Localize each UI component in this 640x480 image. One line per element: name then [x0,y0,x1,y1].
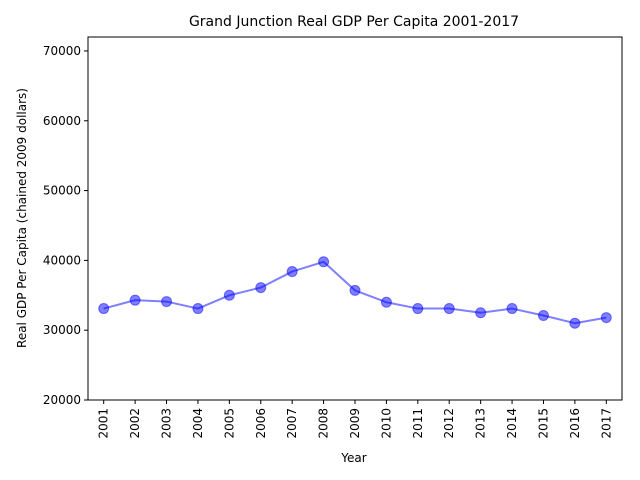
x-tick-label: 2009 [348,408,362,439]
x-tick-label: 2014 [505,408,519,439]
data-point [255,282,267,294]
x-tick-label: 2004 [191,408,205,439]
y-tick-label: 70000 [43,44,81,58]
x-tick-label: 2001 [97,408,111,439]
x-tick-label: 2007 [285,408,299,439]
data-point [223,289,235,301]
data-point [161,296,173,308]
data-point [349,284,361,296]
x-tick-label: 2008 [317,408,331,439]
plot-area: 20000 30000 40000 50000 60000 70000 2001 2002 20… [43,36,623,439]
y-axis-label: Real GDP Per Capita (chained 2009 dollar… [15,88,29,348]
x-tick-label: 2017 [599,408,613,439]
x-tick-label: 2006 [254,408,268,439]
x-tick-label: 2005 [222,408,236,439]
data-point [537,310,549,322]
y-tick-label: 40000 [43,253,81,267]
x-tick-label: 2012 [442,408,456,439]
data-point [318,256,330,268]
x-tick-label: 2011 [411,408,425,439]
data-point [443,303,455,315]
data-point [129,294,141,306]
y-tick-label: 50000 [43,184,81,198]
data-point [506,303,518,315]
y-tick-label: 20000 [43,393,81,407]
data-point [380,296,392,308]
x-tick-label: 2002 [128,408,142,439]
x-tick-label: 2013 [474,408,488,439]
x-tick-label: 2016 [568,408,582,439]
chart-title: Grand Junction Real GDP Per Capita 2001-… [189,14,519,30]
data-point [192,303,204,315]
y-tick-label: 60000 [43,114,81,128]
data-point [475,307,487,319]
x-tick-label: 2010 [379,408,393,439]
x-tick-label: 2015 [536,408,550,439]
y-tick-label: 30000 [43,323,81,337]
data-point [98,303,110,315]
x-tick-label: 2003 [160,408,174,439]
x-axis-label: Year [340,451,366,465]
data-point [600,312,612,324]
data-point [412,303,424,315]
data-point [569,317,581,329]
axes-frame [87,36,623,401]
data-point [286,266,298,278]
